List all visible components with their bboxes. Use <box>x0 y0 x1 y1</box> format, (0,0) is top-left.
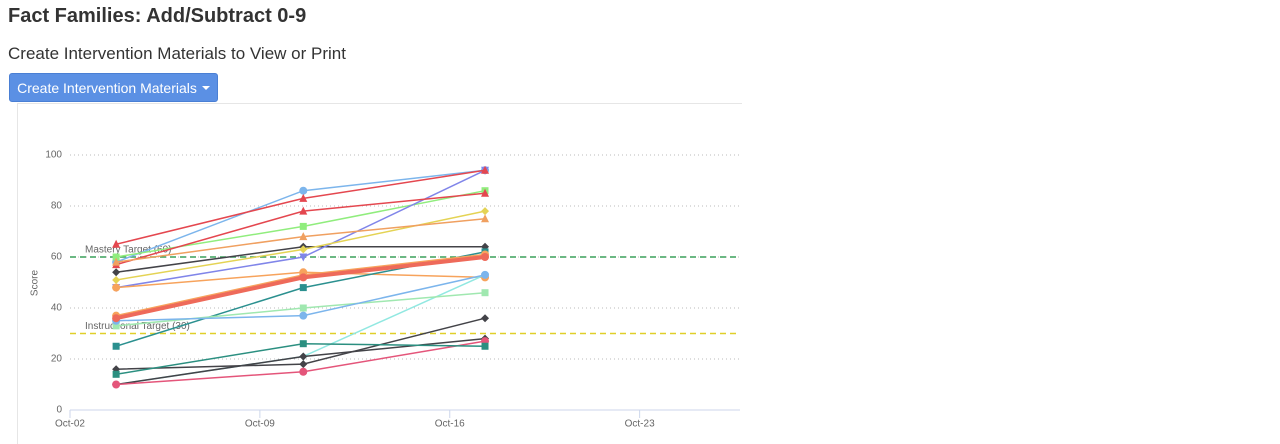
x-tick-label: Oct-23 <box>625 419 655 430</box>
reference-label: Instructional Target (30) <box>85 321 190 332</box>
point <box>299 253 308 262</box>
button-label[interactable]: Create Intervention Materials <box>17 79 197 96</box>
chart-panel <box>17 103 742 444</box>
point <box>299 193 308 202</box>
x-tick-label: Oct-16 <box>435 419 465 430</box>
point <box>481 289 489 297</box>
y-tick-label: 40 <box>51 303 63 314</box>
point <box>299 340 307 348</box>
point <box>481 214 490 223</box>
y-tick-label: 80 <box>51 201 63 212</box>
y-tick-label: 0 <box>56 405 62 416</box>
point <box>299 245 308 254</box>
point <box>299 304 307 312</box>
point <box>481 165 490 174</box>
x-tick-label: Oct-09 <box>245 419 275 430</box>
y-tick-label: 60 <box>51 252 63 263</box>
point <box>299 206 308 215</box>
point <box>112 253 120 261</box>
subtitle: Create Intervention Materials to View or… <box>8 44 346 63</box>
point <box>299 284 307 292</box>
point <box>299 367 308 376</box>
point <box>112 314 121 323</box>
point <box>112 257 121 266</box>
reference-label: Mastery Target (60) <box>85 245 172 256</box>
create-materials-button[interactable]: Create Intervention Materials <box>9 73 218 102</box>
y-axis-label: Score <box>30 270 41 297</box>
point <box>481 342 489 350</box>
caret[interactable] <box>201 85 210 90</box>
point <box>299 186 308 195</box>
page-title: Fact Families: Add/Subtract 0-9 <box>8 5 307 27</box>
point <box>481 314 490 323</box>
y-tick-label: 100 <box>45 150 62 161</box>
point <box>299 273 308 282</box>
series-line <box>115 169 486 245</box>
point <box>299 352 308 361</box>
point <box>299 232 308 241</box>
point <box>481 207 490 216</box>
point <box>299 311 308 320</box>
point <box>299 360 308 369</box>
point <box>112 342 120 350</box>
point <box>299 222 307 230</box>
point <box>112 380 121 389</box>
point <box>112 239 121 248</box>
point <box>481 270 490 279</box>
point <box>112 322 120 330</box>
y-tick-label: 20 <box>51 354 63 365</box>
point <box>481 188 490 197</box>
point <box>112 268 121 277</box>
point <box>112 275 121 284</box>
point <box>112 283 121 292</box>
point <box>112 370 120 378</box>
x-tick-label: Oct-02 <box>55 419 85 430</box>
chart: Score 0 20 40 60 80 100 Oct-02 Oct-09 Oct-16 Oct-… <box>30 150 740 430</box>
point <box>481 253 490 261</box>
